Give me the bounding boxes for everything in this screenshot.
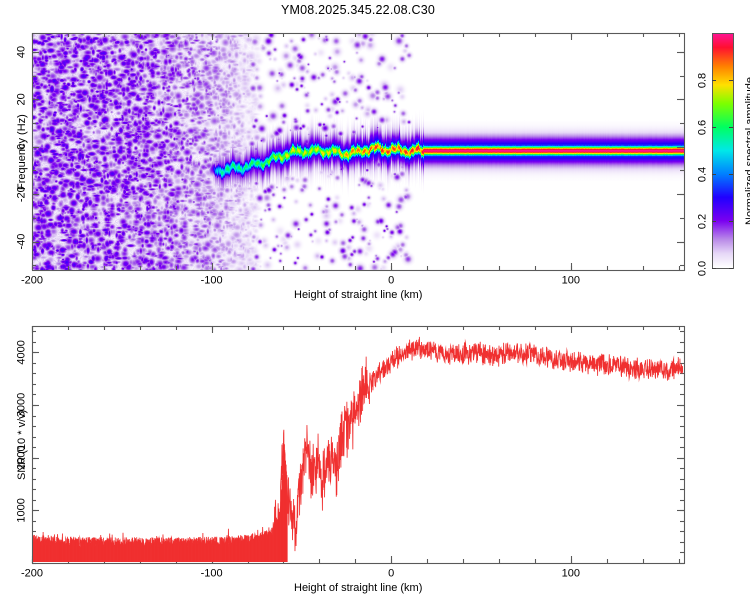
- figure-root: YM08.2025.345.22.08.C30 Frequency (Hz) H…: [0, 0, 750, 600]
- plot-canvas: [0, 0, 750, 600]
